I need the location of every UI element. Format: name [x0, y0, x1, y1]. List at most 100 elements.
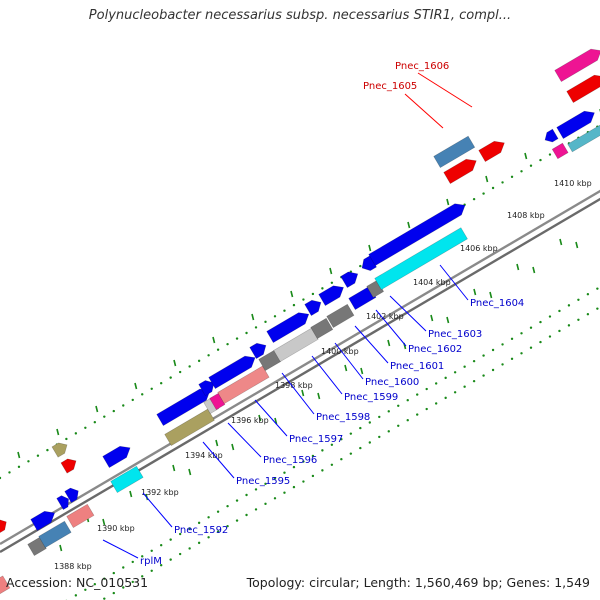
label-leader	[102, 539, 139, 559]
tick-dot	[529, 326, 533, 329]
tick-dot	[226, 342, 229, 346]
gene-label: Pnec_1595	[236, 476, 290, 487]
tick-mark	[173, 359, 177, 367]
tick-dot	[292, 465, 296, 469]
magenta-feature	[551, 142, 569, 160]
tick-dot	[197, 541, 201, 545]
gene-label: Pnec_1596	[263, 455, 317, 466]
cyan-feature-shape	[374, 227, 468, 291]
tick-dot	[150, 387, 153, 390]
tick-mark	[360, 367, 364, 375]
tick-dot	[359, 446, 362, 450]
tick-dot	[159, 563, 163, 567]
label-leader	[404, 93, 444, 129]
cds-feature-shape	[556, 110, 595, 140]
tick-dot	[397, 424, 400, 427]
scale-label: 1390 kbp	[97, 524, 135, 533]
tick-mark	[407, 221, 411, 229]
grey-feature	[326, 303, 355, 329]
tick-dot	[359, 264, 362, 268]
tick-dot	[131, 580, 134, 584]
tick-mark	[212, 336, 216, 344]
tick-dot	[245, 493, 248, 497]
cds-feature	[368, 203, 466, 267]
tick-dot	[596, 307, 599, 310]
cyan-feature	[110, 465, 144, 494]
steel-feature-shape	[38, 520, 72, 549]
tick-dot	[501, 363, 504, 366]
cds-feature	[156, 388, 211, 427]
tick-dot	[529, 164, 533, 167]
tick-mark	[215, 439, 219, 447]
tick-dot	[216, 530, 220, 533]
tick-mark	[329, 267, 333, 275]
tick-dot	[207, 516, 210, 519]
tick-mark	[317, 392, 321, 400]
tick-mark	[95, 405, 99, 413]
tick-dot	[103, 415, 106, 418]
tick-dot	[596, 287, 599, 290]
cds-feature	[30, 510, 56, 532]
scale-labels: 1388 kbp 1390 kbp 1392 kbp 1394 kbp 1396 kbp…	[54, 179, 592, 571]
tick-dot	[245, 513, 248, 517]
tick-mark	[446, 198, 450, 206]
label-leader	[227, 422, 262, 458]
tick-mark	[274, 417, 278, 425]
tick-dot	[302, 480, 305, 483]
tick-dot	[416, 413, 419, 416]
tick-dot	[501, 181, 504, 184]
cds-feature	[249, 342, 267, 360]
tick-dot	[273, 477, 277, 480]
tick-dot	[74, 594, 78, 597]
label-leader	[142, 492, 173, 528]
tick-dot	[302, 298, 305, 301]
cds-feature-shape	[198, 380, 215, 397]
tick-mark	[188, 468, 192, 476]
gene-label: Pnec_1601	[390, 361, 444, 372]
tick-dot	[292, 303, 296, 307]
tick-dot	[539, 320, 542, 324]
tick-dot	[330, 443, 334, 447]
grey-feature-shape	[310, 317, 334, 340]
scale-label: 1402 kbp	[366, 312, 404, 321]
label-leaders	[102, 72, 473, 559]
label-leader	[254, 399, 288, 437]
tick-mark	[430, 314, 434, 322]
cds-feature-shape	[30, 510, 56, 532]
tick-dot	[482, 192, 485, 195]
cds-feature	[198, 380, 215, 397]
steel-feature	[567, 123, 600, 153]
tick-dot	[0, 476, 2, 480]
tick-mark	[231, 443, 235, 451]
tick-mark	[17, 451, 21, 459]
label-leader	[311, 355, 343, 395]
tick-dot	[321, 469, 324, 472]
gene-label: Pnec_1603	[428, 329, 482, 340]
red-feature-shape	[566, 74, 600, 104]
tick-dot	[321, 287, 324, 290]
scale-label: 1406 kbp	[460, 244, 498, 253]
tick-dot	[159, 543, 163, 547]
tick-mark	[251, 313, 255, 321]
cds-feature-shape	[304, 299, 322, 317]
tick-dot	[283, 309, 286, 312]
tick-dot	[197, 359, 201, 363]
grey-feature	[310, 317, 334, 340]
tick-dot	[36, 454, 40, 457]
backbone	[0, 189, 600, 554]
cds-feature	[544, 128, 559, 143]
scale-label: 1394 kbp	[185, 451, 223, 460]
tick-dot	[112, 409, 115, 413]
tick-dot	[577, 298, 580, 302]
tick-dot	[387, 410, 390, 413]
tick-dot	[84, 588, 87, 592]
gene-label: Pnec_1597	[289, 434, 343, 445]
tick-dot	[169, 376, 172, 379]
tick-dot	[406, 418, 409, 422]
tick-dot	[264, 482, 267, 486]
map-title: Polynucleobacter necessarius subsp. nece…	[88, 8, 512, 23]
cds-feature	[340, 271, 359, 289]
tick-dot	[567, 304, 571, 307]
tick-dot	[150, 569, 153, 572]
gene-label: Pnec_1599	[344, 392, 398, 403]
